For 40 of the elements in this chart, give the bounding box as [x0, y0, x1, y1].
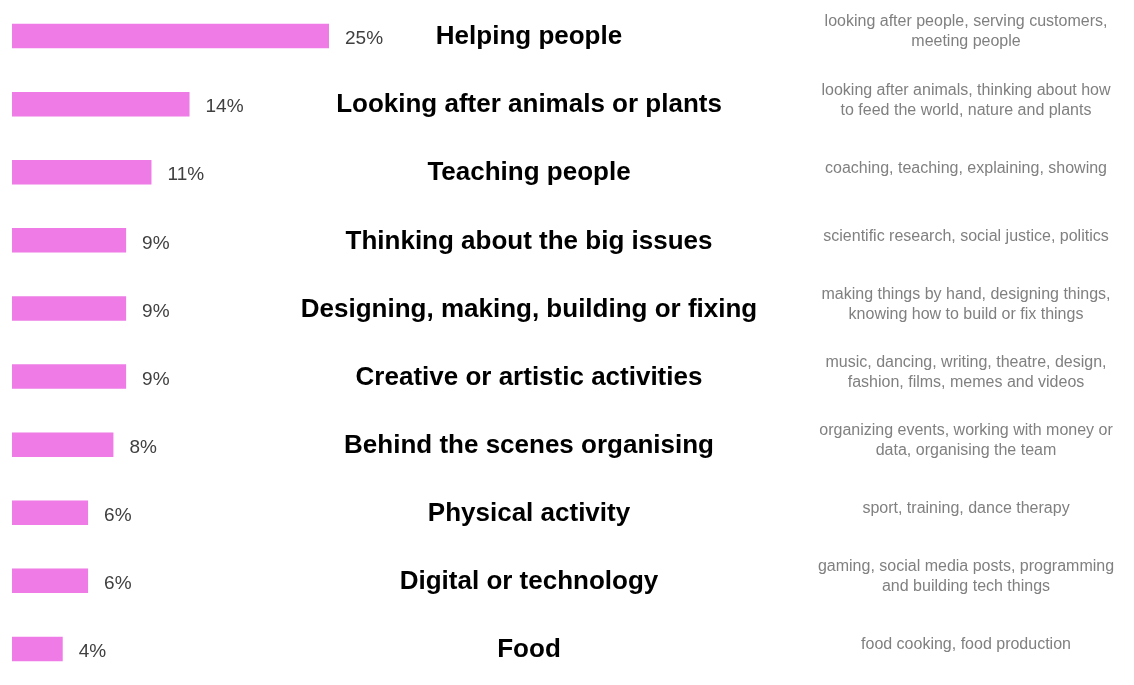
text: making things by hand, designing things, knowing how to build or fix things	[821, 284, 1111, 322]
text: organizing events, working with money or data, organising the team	[819, 421, 1114, 459]
bar	[12, 568, 89, 594]
bar	[12, 91, 190, 117]
y-tick-label: Food	[497, 633, 561, 664]
bar	[12, 23, 329, 49]
data-label: 9%	[142, 299, 170, 321]
text: music, dancing, writing, theatre, design, fashion, films, memes and videos	[825, 352, 1107, 390]
data-label: 9%	[142, 367, 170, 389]
data-label: 4%	[78, 640, 107, 662]
bar	[12, 228, 127, 253]
data-label: 11%	[167, 163, 205, 185]
bar	[12, 636, 63, 662]
data-label: 6%	[104, 572, 132, 594]
text: food cooking, food production	[861, 635, 1071, 653]
data-label: 6%	[104, 503, 132, 525]
y-tick-label: Designing, making, building or fixing	[300, 292, 758, 323]
data-label: 25%	[345, 27, 384, 49]
y-tick-label: Helping people	[435, 20, 623, 51]
y-tick-label: Looking after animals or plants	[336, 88, 722, 119]
text: looking after animals, thinking about how to feed the world, nature and plants	[821, 80, 1111, 118]
data-label: 9%	[142, 231, 170, 253]
bar	[12, 296, 127, 321]
data-label: 8%	[129, 435, 158, 457]
bar	[12, 364, 127, 389]
y-tick-label: Behind the scenes organising	[344, 428, 714, 459]
y-tick-label: Digital or technology	[399, 565, 659, 596]
text: scientific research, social justice, politics	[823, 226, 1109, 244]
bar	[12, 500, 89, 526]
text: looking after people, serving customers, meeting people	[824, 12, 1108, 50]
text: coaching, teaching, explaining, showing	[825, 158, 1107, 176]
data-label: 14%	[205, 95, 244, 117]
bar	[12, 159, 152, 185]
text: gaming, social media posts, programming and building tech things	[817, 557, 1115, 595]
y-tick-label: Creative or artistic activities	[355, 360, 703, 391]
bar	[12, 432, 114, 457]
y-tick-label: Teaching people	[427, 156, 631, 187]
text: sport, training, dance therapy	[862, 499, 1070, 517]
y-tick-label: Thinking about the big issues	[345, 224, 713, 255]
y-tick-label: Physical activity	[427, 496, 631, 527]
